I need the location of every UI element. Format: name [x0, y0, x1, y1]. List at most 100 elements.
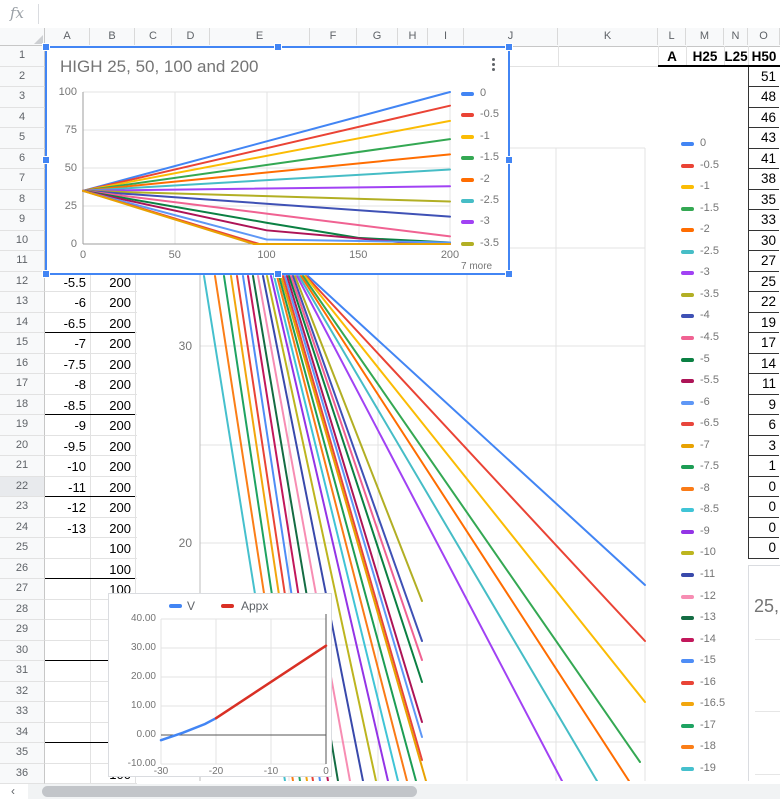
row-header-30[interactable]: 30 [0, 640, 45, 661]
cell-A19[interactable]: -9 [74, 418, 86, 433]
row-header-27[interactable]: 27 [0, 579, 45, 600]
row-header-17[interactable]: 17 [0, 374, 45, 395]
selection-handle[interactable] [505, 270, 513, 278]
chart-kebab-menu-icon[interactable] [492, 58, 496, 74]
selection-handle[interactable] [505, 156, 513, 164]
cell-A18[interactable]: -8.5 [63, 397, 86, 413]
cell-O12[interactable]: 25 [748, 271, 779, 292]
approximation-chart[interactable]: 40.00 30.00 20.00 10.00 0.00 -10.00 -30 -20 -10 0… [108, 593, 332, 777]
row-header-34[interactable]: 34 [0, 722, 45, 743]
cell-B21[interactable]: 200 [109, 459, 131, 474]
row-header-16[interactable]: 16 [0, 353, 45, 374]
row-header-35[interactable]: 35 [0, 743, 45, 764]
cell-O6[interactable]: 41 [748, 148, 779, 169]
column-header-A[interactable]: A [45, 28, 90, 45]
cell-O5[interactable]: 43 [748, 128, 779, 149]
row-header-8[interactable]: 8 [0, 189, 45, 210]
cell-L1[interactable]: A [667, 49, 677, 64]
cell-A17[interactable]: -8 [74, 377, 86, 392]
row-header-21[interactable]: 21 [0, 456, 45, 477]
column-header-E[interactable]: E [210, 28, 310, 45]
column-header-K[interactable]: K [558, 28, 658, 45]
column-header-I[interactable]: I [428, 28, 464, 45]
cell-O1[interactable]: H50 [751, 49, 777, 64]
cell-O14[interactable]: 19 [748, 312, 779, 333]
row-header-12[interactable]: 12 [0, 271, 45, 292]
cell-B20[interactable]: 200 [109, 438, 131, 454]
cell-O3[interactable]: 48 [748, 87, 779, 108]
cell-B12[interactable]: 200 [109, 274, 131, 290]
cell-B13[interactable]: 200 [109, 295, 131, 310]
cell-N1[interactable]: L25 [724, 49, 748, 64]
cell-M1[interactable]: H25 [692, 49, 718, 64]
selected-chart[interactable]: HIGH 25, 50, 100 and 200 100 75 50 25 0 0 50 10… [42, 43, 513, 278]
row-header-28[interactable]: 28 [0, 599, 45, 620]
partial-chart[interactable]: 25, [748, 565, 780, 781]
cell-O8[interactable]: 35 [748, 189, 779, 210]
column-header-H[interactable]: H [398, 28, 428, 45]
column-header-N[interactable]: N [724, 28, 748, 45]
row-header-2[interactable]: 2 [0, 66, 45, 87]
column-header-F[interactable]: F [310, 28, 357, 45]
cell-A24[interactable]: -13 [67, 520, 86, 536]
cell-O21[interactable]: 1 [748, 456, 779, 477]
formula-bar[interactable]: fx [0, 0, 780, 29]
cell-B23[interactable]: 200 [109, 500, 131, 515]
cell-O19[interactable]: 6 [748, 415, 779, 436]
cell-O22[interactable]: 0 [748, 476, 779, 497]
cell-B22[interactable]: 200 [109, 479, 131, 495]
cell-A15[interactable]: -7 [74, 336, 86, 351]
cell-A13[interactable]: -6 [74, 295, 86, 310]
row-header-11[interactable]: 11 [0, 251, 45, 272]
cell-B15[interactable]: 200 [109, 336, 131, 351]
row-header-3[interactable]: 3 [0, 87, 45, 108]
cell-B26[interactable]: 100 [109, 561, 131, 577]
cell-O20[interactable]: 3 [748, 435, 779, 456]
selection-handle[interactable] [42, 270, 50, 278]
select-all-corner[interactable] [0, 28, 45, 46]
column-header-D[interactable]: D [172, 28, 210, 45]
cell-B24[interactable]: 200 [109, 520, 131, 536]
cell-A20[interactable]: -9.5 [63, 438, 86, 454]
row-header-19[interactable]: 19 [0, 415, 45, 436]
cell-O13[interactable]: 22 [748, 292, 779, 313]
selection-handle[interactable] [505, 43, 513, 51]
cell-B17[interactable]: 200 [109, 377, 131, 392]
row-header-32[interactable]: 32 [0, 681, 45, 702]
cell-O24[interactable]: 0 [748, 517, 779, 538]
column-header-B[interactable]: B [90, 28, 135, 45]
cell-A21[interactable]: -10 [67, 459, 86, 474]
h-scrollbar-thumb[interactable] [42, 786, 417, 797]
cell-A23[interactable]: -12 [67, 500, 86, 515]
row-header-26[interactable]: 26 [0, 558, 45, 579]
cell-O15[interactable]: 17 [748, 333, 779, 354]
cell-B19[interactable]: 200 [109, 418, 131, 433]
row-header-31[interactable]: 31 [0, 661, 45, 682]
column-header-O[interactable]: O [748, 28, 780, 45]
cell-A12[interactable]: -5.5 [63, 274, 86, 290]
cell-O17[interactable]: 11 [748, 374, 779, 395]
row-header-29[interactable]: 29 [0, 620, 45, 641]
cell-O25[interactable]: 0 [748, 538, 779, 559]
row-header-1[interactable]: 1 [0, 46, 45, 67]
legend-more-label[interactable]: 7 more [461, 261, 493, 272]
selection-handle[interactable] [42, 156, 50, 164]
row-header-7[interactable]: 7 [0, 169, 45, 190]
row-header-15[interactable]: 15 [0, 333, 45, 354]
row-header-22[interactable]: 22 [0, 476, 45, 497]
cell-B18[interactable]: 200 [109, 397, 131, 413]
cell-O4[interactable]: 46 [748, 107, 779, 128]
row-header-18[interactable]: 18 [0, 394, 45, 415]
cell-O2[interactable]: 51 [748, 66, 779, 87]
row-header-24[interactable]: 24 [0, 517, 45, 538]
column-header-L[interactable]: L [658, 28, 686, 45]
row-header-10[interactable]: 10 [0, 230, 45, 251]
cell-B16[interactable]: 200 [109, 356, 131, 372]
selection-handle[interactable] [42, 43, 50, 51]
row-header-20[interactable]: 20 [0, 435, 45, 456]
cell-O16[interactable]: 14 [748, 353, 779, 374]
row-header-36[interactable]: 36 [0, 763, 45, 784]
row-header-33[interactable]: 33 [0, 702, 45, 723]
column-header-C[interactable]: C [135, 28, 172, 45]
cell-B25[interactable]: 100 [109, 541, 131, 556]
